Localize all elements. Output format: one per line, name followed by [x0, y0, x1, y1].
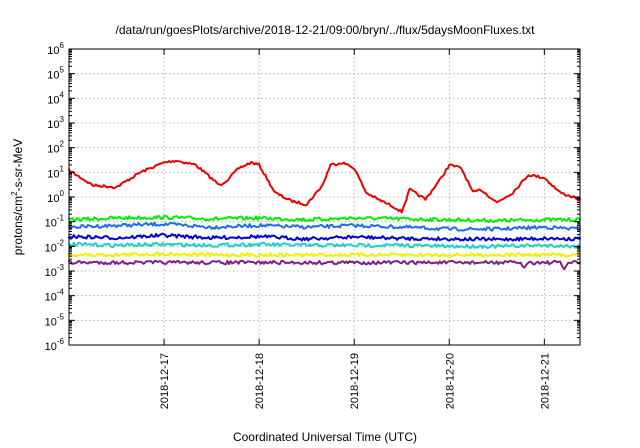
y-tick-label: 100 — [47, 189, 64, 205]
series-line-7 — [68, 259, 581, 271]
y-tick-label: 105 — [47, 66, 64, 82]
y-tick-label: 106 — [47, 41, 64, 57]
y-axis-label: protons/cm2-s-sr-MeV — [10, 139, 25, 255]
y-axis: 10-6 10-5 10-4 10-3 10-2 10-1 100 101 102 103 104 1… — [45, 41, 580, 353]
x-axis: 2018-12-17 2018-12-18 2018-12-19 2018-12-20… — [159, 49, 551, 409]
y-tick-label: 10-4 — [45, 288, 65, 304]
x-tick-label: 2018-12-19 — [349, 353, 361, 409]
x-tick-label: 2018-12-17 — [159, 353, 171, 409]
grid — [69, 49, 580, 345]
series-group — [68, 159, 581, 271]
x-tick-label: 2018-12-18 — [254, 353, 266, 409]
x-tick-label: 2018-12-21 — [539, 353, 551, 409]
y-tick-label: 103 — [47, 115, 64, 131]
y-tick-label: 10-6 — [45, 337, 65, 353]
series-line-2 — [68, 214, 581, 224]
series-line-5 — [68, 241, 581, 249]
y-tick-label: 10-1 — [45, 214, 65, 230]
chart-title: /data/run/goesPlots/archive/2018-12-21/0… — [116, 23, 536, 37]
y-tick-label: 10-3 — [45, 263, 65, 279]
series-line-1 — [68, 159, 581, 214]
y-tick-label: 104 — [47, 90, 64, 106]
y-tick-label: 102 — [47, 140, 64, 156]
y-tick-label: 10-2 — [45, 238, 65, 254]
y-tick-label: 10-5 — [45, 312, 65, 328]
series-line-6 — [68, 251, 581, 258]
x-tick-label: 2018-12-20 — [444, 353, 456, 409]
y-tick-label: 101 — [47, 164, 64, 180]
x-axis-label: Coordinated Universal Time (UTC) — [233, 430, 417, 444]
series-line-4 — [68, 232, 581, 242]
series-line-3 — [68, 221, 581, 232]
